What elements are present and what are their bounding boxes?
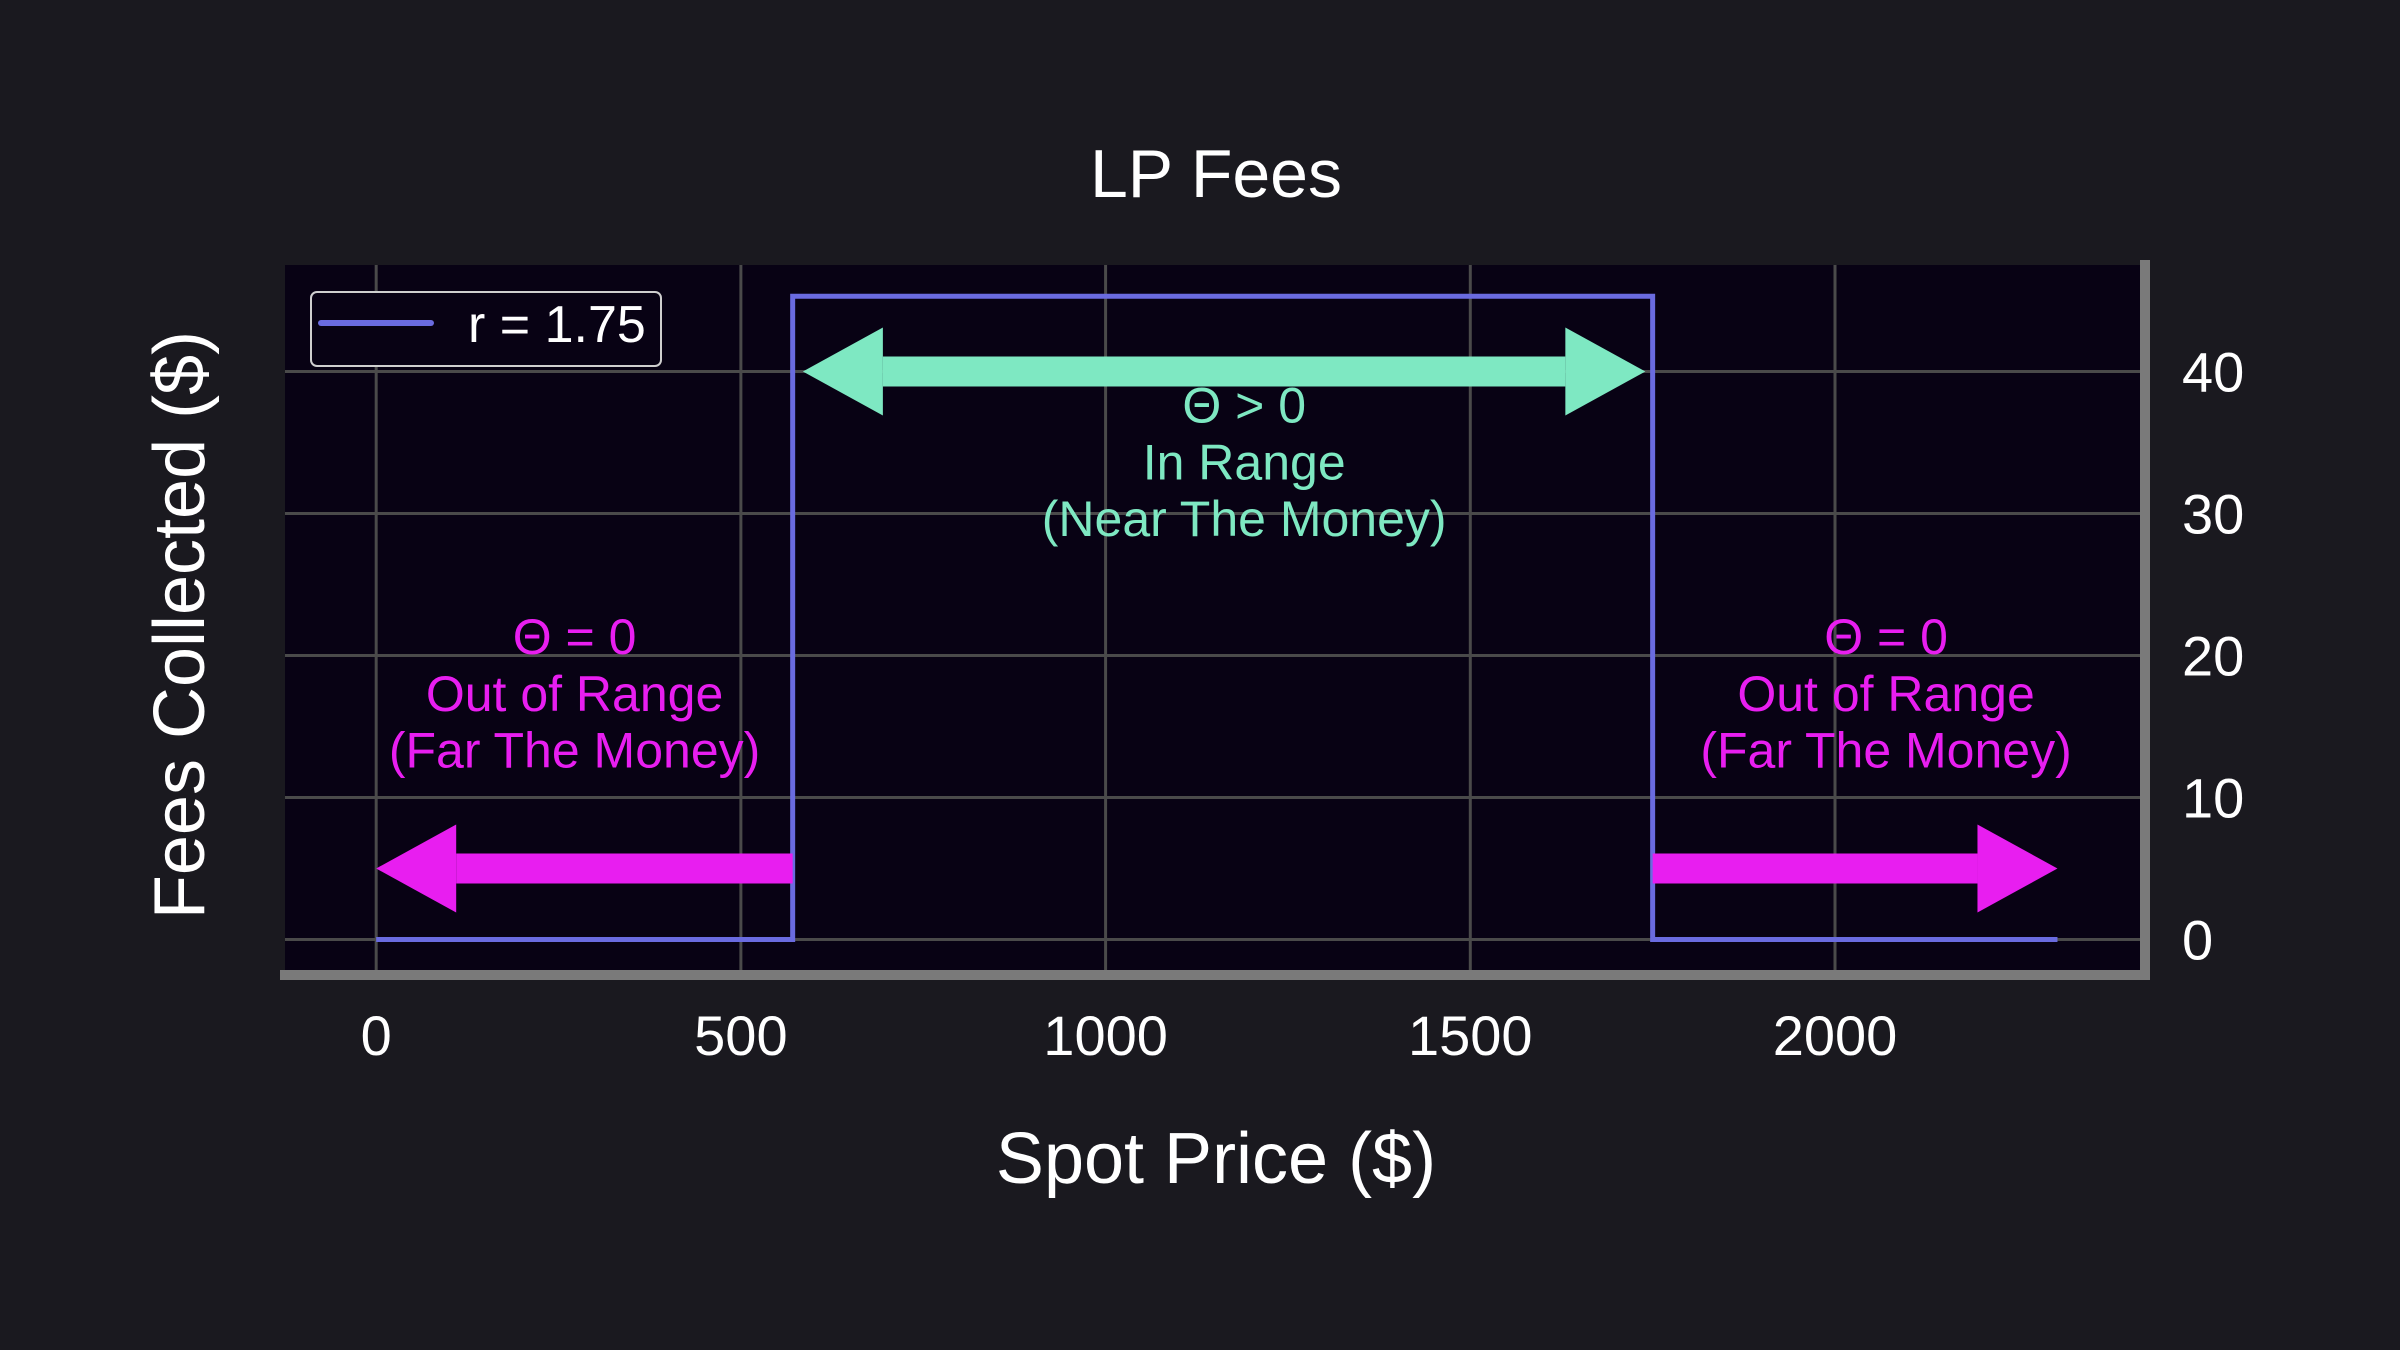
annotation-text-line: Out of Range [426,666,723,722]
legend-box [310,291,662,367]
y-tick-label: 30 [2182,483,2244,546]
y-tick-label: 20 [2182,625,2244,688]
annotation-text-line: (Far The Money) [389,723,760,779]
arrow-in-range-head-right [1565,327,1646,416]
annotation-text-line: Θ > 0 [1182,378,1306,434]
arrow-in-range-head-left [802,327,883,416]
legend: r = 1.75 [310,291,662,367]
y-tick-label: 0 [2182,909,2213,972]
series-layer [376,293,2058,942]
arrow-out-of-range-right-shaft [1652,853,1978,884]
x-tick-label: 1000 [1043,1004,1168,1067]
arrow-out-of-range-left-head [376,824,457,913]
x-tick-label: 500 [694,1004,787,1067]
annotation-text-line: Out of Range [1737,666,2034,722]
tick-labels: 0 500 1000 1500 2000 0 10 20 30 40 [361,341,2245,1068]
annotation-text-line: Θ = 0 [513,609,637,665]
x-tick-label: 1500 [1408,1004,1533,1067]
y-tick-label: 40 [2182,341,2244,404]
annotation-text-line: (Near The Money) [1042,491,1447,547]
legend-label: r = 1.75 [468,296,646,354]
y-axis-label: Fees Collected ($) [140,331,220,919]
arrow-out-of-range-left-shaft [456,853,793,884]
annotation-text-line: In Range [1143,434,1346,490]
axis-spines [280,260,2150,980]
x-axis-label: Spot Price ($) [996,1119,1436,1199]
x-tick-label: 2000 [1773,1004,1898,1067]
chart-title: LP Fees [1090,136,1342,212]
y-tick-label: 10 [2182,767,2244,830]
series-line [376,293,2058,942]
arrow-in-range-shaft [882,356,1566,387]
annotation-text-line: Θ = 0 [1824,609,1948,665]
arrow-out-of-range-right-head [1977,824,2058,913]
annotation-text-line: (Far The Money) [1700,723,2071,779]
x-tick-label: 0 [361,1004,392,1067]
